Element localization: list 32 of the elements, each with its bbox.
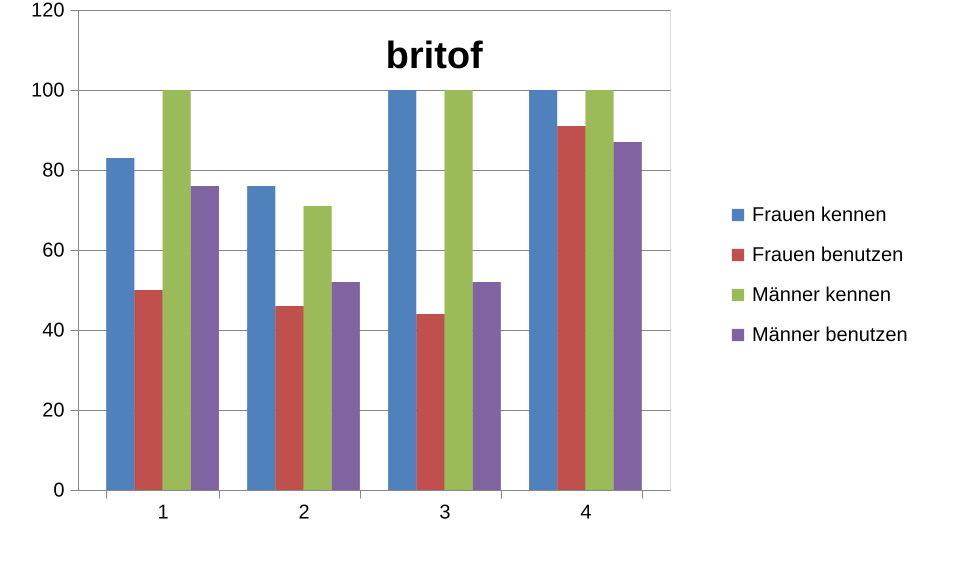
bar	[247, 186, 276, 490]
bar	[416, 314, 444, 490]
bar	[332, 282, 360, 490]
x-tick-label: 1	[158, 502, 169, 524]
bar	[162, 90, 191, 490]
bar	[134, 290, 163, 490]
legend-label: Männer benutzen	[752, 324, 908, 346]
y-tick-label: 80	[42, 160, 64, 182]
text: britof	[386, 35, 484, 77]
bar	[106, 158, 134, 490]
bar	[388, 90, 416, 490]
y-tick-label: 100	[31, 80, 64, 102]
bar	[585, 90, 614, 490]
x-tick-label: 4	[580, 502, 592, 524]
y-tick-label: 40	[42, 320, 64, 342]
y-tick-label: 20	[42, 400, 64, 422]
bar	[614, 142, 642, 490]
bar	[275, 306, 304, 490]
bar	[304, 206, 332, 490]
legend-label: Frauen kennen	[752, 204, 887, 226]
legend-label: Männer kennen	[752, 284, 891, 306]
y-tick-label: 60	[42, 240, 64, 262]
bar	[557, 126, 586, 490]
x-tick-label: 2	[298, 502, 310, 524]
y-tick-label: 0	[53, 480, 64, 502]
bar	[472, 282, 501, 490]
legend-label: Frauen benutzen	[752, 244, 904, 266]
bar	[529, 90, 558, 490]
bar	[190, 186, 219, 490]
y-tick-label: 120	[31, 0, 64, 22]
x-tick-label: 3	[439, 502, 451, 524]
bar	[444, 90, 473, 490]
